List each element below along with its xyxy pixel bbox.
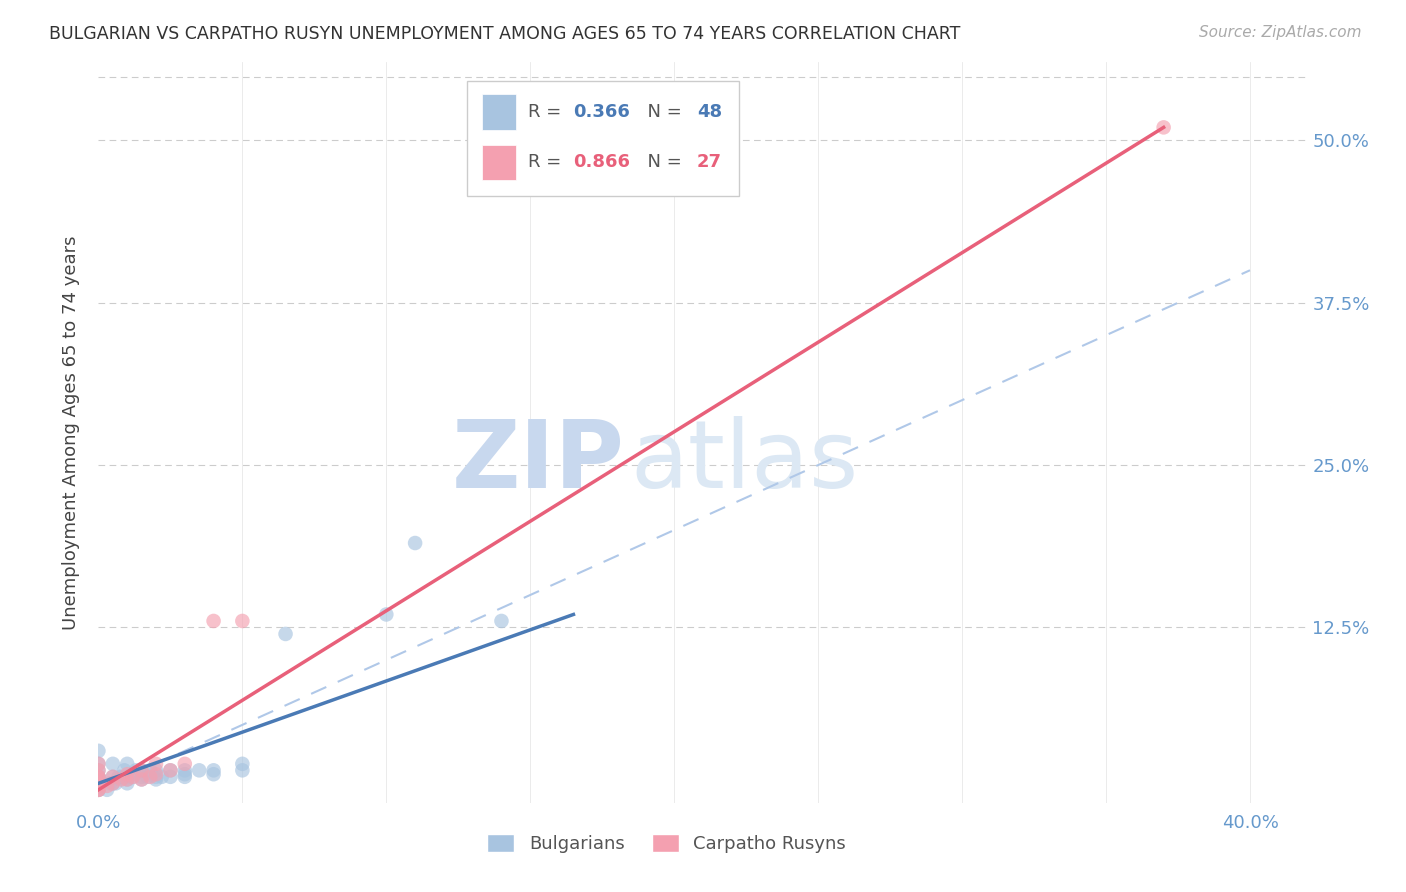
Point: [173, 764, 195, 778]
Point: [96, 779, 118, 793]
Point: [87, 782, 110, 797]
Point: [1153, 120, 1175, 135]
Point: [104, 776, 127, 790]
Point: [101, 770, 124, 784]
Point: [404, 536, 426, 550]
Point: [87, 776, 110, 790]
Point: [145, 772, 167, 787]
Legend: Bulgarians, Carpatho Rusyns: Bulgarians, Carpatho Rusyns: [481, 827, 853, 861]
Point: [150, 770, 173, 784]
Point: [112, 764, 135, 778]
Point: [87, 764, 110, 778]
Point: [173, 770, 195, 784]
Point: [131, 772, 153, 787]
Point: [231, 614, 253, 628]
Point: [159, 770, 181, 784]
Point: [87, 770, 110, 784]
Point: [145, 756, 167, 771]
Point: [87, 770, 110, 784]
Point: [87, 770, 110, 784]
Point: [87, 779, 110, 793]
Text: 0.366: 0.366: [574, 103, 630, 121]
Point: [87, 782, 110, 797]
Point: [107, 770, 129, 784]
Point: [491, 614, 513, 628]
Point: [87, 772, 110, 787]
Point: [87, 776, 110, 790]
Y-axis label: Unemployment Among Ages 65 to 74 years: Unemployment Among Ages 65 to 74 years: [62, 235, 80, 630]
Point: [87, 764, 110, 778]
Point: [231, 764, 253, 778]
Point: [231, 756, 253, 771]
Point: [173, 767, 195, 781]
Point: [202, 767, 225, 781]
Point: [87, 782, 110, 797]
Point: [173, 756, 195, 771]
Point: [145, 764, 167, 778]
Point: [122, 770, 145, 784]
Point: [145, 767, 167, 781]
Text: Source: ZipAtlas.com: Source: ZipAtlas.com: [1198, 25, 1361, 40]
Point: [202, 764, 225, 778]
Point: [115, 772, 138, 787]
Point: [87, 770, 110, 784]
Point: [274, 627, 297, 641]
Point: [101, 776, 124, 790]
Point: [131, 772, 153, 787]
Point: [115, 770, 138, 784]
Point: [115, 772, 138, 787]
Point: [136, 770, 159, 784]
Text: N =: N =: [637, 103, 688, 121]
Point: [87, 744, 110, 758]
Point: [96, 782, 118, 797]
Text: ZIP: ZIP: [451, 417, 624, 508]
Point: [110, 772, 132, 787]
Point: [145, 770, 167, 784]
Point: [131, 764, 153, 778]
Point: [125, 764, 148, 778]
Point: [87, 776, 110, 790]
Point: [87, 756, 110, 771]
Point: [98, 776, 121, 790]
Text: 27: 27: [697, 153, 721, 171]
Point: [139, 770, 162, 784]
Point: [87, 782, 110, 797]
Point: [188, 764, 211, 778]
Text: atlas: atlas: [630, 417, 859, 508]
Bar: [467, 81, 740, 195]
Point: [115, 767, 138, 781]
Point: [159, 764, 181, 778]
Point: [87, 770, 110, 784]
Point: [375, 607, 398, 622]
Point: [87, 756, 110, 771]
Text: 0.866: 0.866: [574, 153, 631, 171]
Point: [159, 764, 181, 778]
Text: BULGARIAN VS CARPATHO RUSYN UNEMPLOYMENT AMONG AGES 65 TO 74 YEARS CORRELATION C: BULGARIAN VS CARPATHO RUSYN UNEMPLOYMENT…: [49, 25, 960, 43]
Text: R =: R =: [527, 153, 567, 171]
Point: [131, 764, 153, 778]
Point: [101, 756, 124, 771]
Point: [115, 776, 138, 790]
Point: [101, 776, 124, 790]
Bar: [482, 145, 516, 180]
Point: [131, 770, 153, 784]
Point: [101, 770, 124, 784]
Text: 48: 48: [697, 103, 723, 121]
Text: N =: N =: [637, 153, 688, 171]
Text: R =: R =: [527, 103, 567, 121]
Point: [122, 770, 145, 784]
Point: [110, 770, 132, 784]
Bar: [482, 95, 516, 130]
Point: [87, 776, 110, 790]
Point: [139, 764, 162, 778]
Point: [202, 614, 225, 628]
Point: [115, 756, 138, 771]
